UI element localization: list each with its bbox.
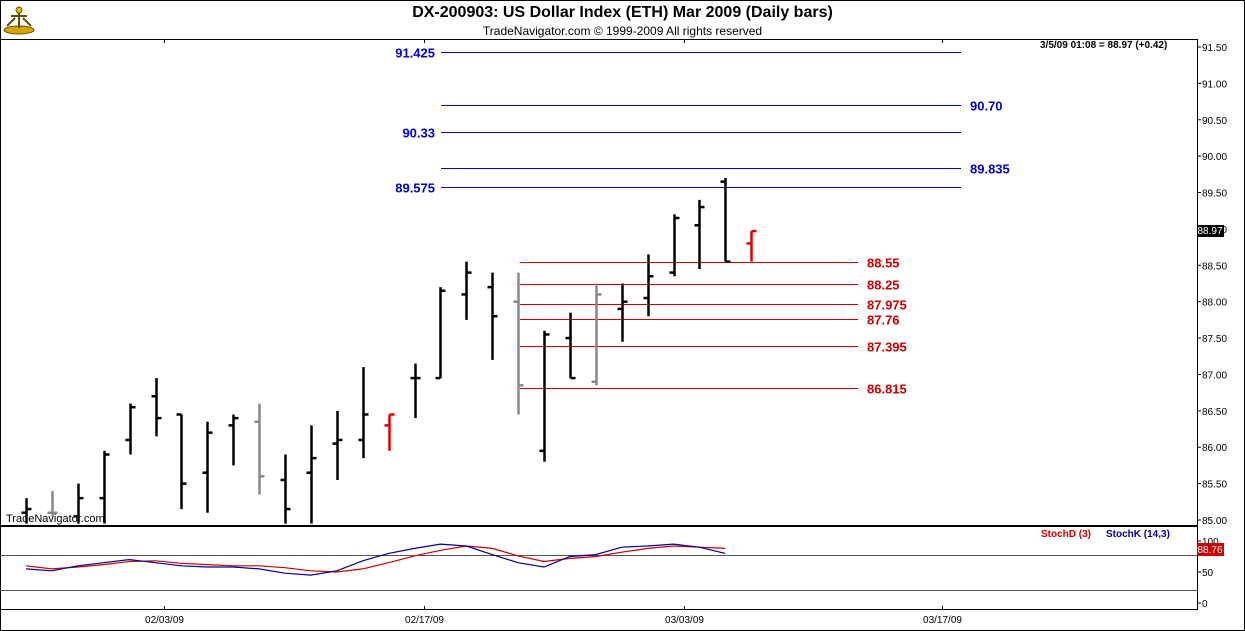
price-axis-label: 88.00	[1202, 298, 1227, 309]
price-axis-label: 90.50	[1202, 116, 1227, 127]
level-label: 89.575	[395, 181, 435, 196]
watermark-text: TradeNavigator.com	[6, 513, 105, 525]
level-label: 87.395	[867, 340, 907, 355]
stoch-lines	[25, 543, 726, 576]
date-axis: 02/03/09 02/17/09 03/03/09 03/17/09	[145, 39, 962, 626]
price-axis-label: 86.50	[1202, 407, 1227, 418]
level-label: 86.815	[867, 382, 907, 397]
level-label: 88.55	[867, 256, 900, 271]
legend-stochk: StochK (14,3)	[1106, 529, 1170, 540]
price-pane	[0, 39, 1198, 526]
quote-readout: 3/5/09 01:08 = 88.97 (+0.42)	[1040, 40, 1168, 51]
price-axis-label: 89.50	[1202, 189, 1227, 200]
date-axis-label: 03/17/09	[923, 615, 962, 626]
level-label: 90.70	[970, 99, 1003, 114]
price-axis-label: 90.00	[1202, 152, 1227, 163]
price-axis: 85.00 85.50 86.00 86.50 87.00 87.50 88.00 88.50…	[1197, 43, 1227, 527]
last-price-badge-bg	[1197, 225, 1224, 237]
price-axis-label: 91.50	[1202, 43, 1227, 54]
price-axis-label: 85.50	[1202, 480, 1227, 491]
date-axis-label: 03/03/09	[665, 615, 704, 626]
stoch-axis-label: 100	[1202, 537, 1219, 548]
last-price-label: 88.97	[1197, 226, 1222, 237]
level-label: 87.975	[867, 298, 907, 313]
stoch-axis-label: 50	[1202, 568, 1214, 579]
price-axis-label: 91.00	[1202, 79, 1227, 90]
level-label: 88.25	[867, 278, 900, 293]
stoch-axis-label: 0	[1202, 599, 1208, 610]
price-axis-label: 86.00	[1202, 443, 1227, 454]
stoch-series-line	[25, 543, 726, 576]
level-lines: 91.425 90.70 90.33 89.835 89.575 88.55 88.25 87…	[395, 46, 1010, 397]
price-axis-label: 85.00	[1202, 516, 1227, 527]
navigator-logo-icon	[3, 6, 35, 35]
price-bars	[21, 177, 757, 524]
legend-stochd: StochD (3)	[1041, 529, 1091, 540]
stoch-current-badge-bg	[1197, 543, 1224, 556]
stoch-current-label: 88.76	[1197, 545, 1222, 556]
level-label: 87.76	[867, 313, 900, 328]
stoch-axis: 0 50 100	[1197, 537, 1219, 610]
chart-subtitle: TradeNavigator.com © 1999-2009 All right…	[482, 24, 763, 38]
date-axis-label: 02/03/09	[145, 615, 184, 626]
chart-title: DX-200903: US Dollar Index (ETH) Mar 200…	[412, 4, 833, 21]
price-axis-label: 87.00	[1202, 370, 1227, 381]
level-label: 91.425	[395, 46, 435, 61]
price-axis-label: 87.50	[1202, 334, 1227, 345]
date-axis-label: 02/17/09	[405, 615, 444, 626]
level-label: 90.33	[402, 126, 435, 141]
level-label: 89.835	[970, 162, 1010, 177]
stoch-pane	[0, 526, 1198, 610]
price-axis-label: 88.50	[1202, 261, 1227, 272]
